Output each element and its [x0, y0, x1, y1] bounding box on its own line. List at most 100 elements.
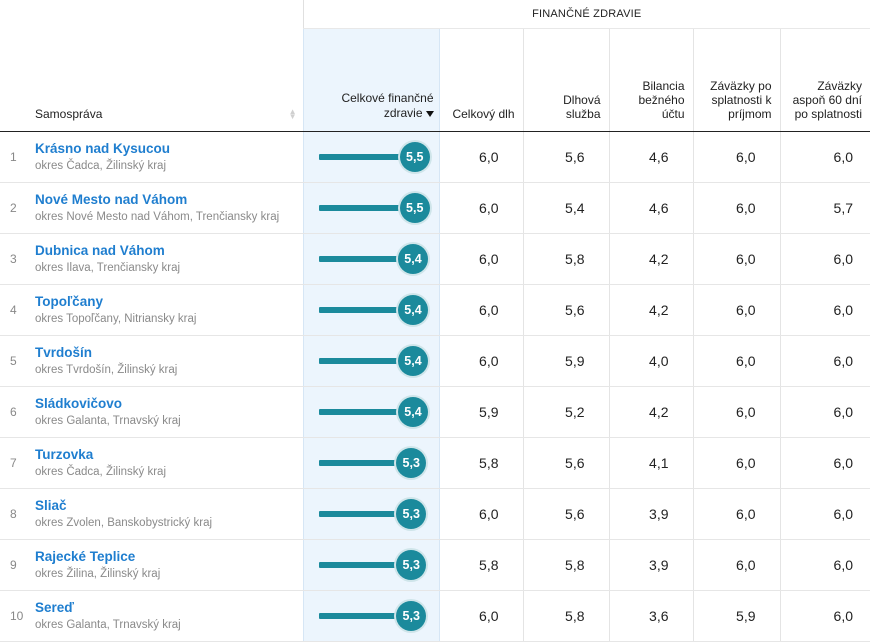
- column-header-debt-service-label: Dlhová služba: [563, 93, 601, 121]
- column-header-overdue-60-label: Záväzky aspoň 60 dní po splatnosti: [792, 79, 862, 121]
- overdue-income-cell: 6,0: [692, 131, 780, 183]
- debt-service-cell: 5,2: [522, 386, 609, 438]
- score-bubble: 5,3: [396, 499, 427, 529]
- score-cell: 5,4: [302, 335, 440, 387]
- municipality-cell: Sládkovičovo okres Galanta, Trnavský kraj: [28, 386, 303, 438]
- municipality-cell: Sereď okres Galanta, Trnavský kraj: [28, 590, 303, 642]
- rank-cell: 3: [0, 233, 28, 285]
- municipality-cell: Krásno nad Kysucou okres Čadca, Žilinský …: [28, 131, 303, 183]
- region-label: okres Topoľčany, Nitriansky kraj: [35, 313, 197, 325]
- rank-cell: 2: [0, 182, 28, 234]
- column-header-debt[interactable]: Celkový dlh: [438, 28, 523, 132]
- score-bubble: 5,3: [396, 448, 427, 478]
- score-bar-fill: [318, 511, 412, 517]
- table-row[interactable]: 8 Sliač okres Zvolen, Banskobystrický kraj…: [0, 488, 870, 540]
- header-row: Samospráva ▲ ▼ Celkové finančné zdravie C…: [0, 28, 870, 132]
- column-header-overdue-income[interactable]: Záväzky po splatnosti k príjmom: [692, 28, 780, 132]
- overdue-60-cell: 6,0: [779, 437, 870, 489]
- overdue-income-cell: 5,9: [692, 590, 780, 642]
- score-bubble: 5,5: [399, 193, 430, 223]
- region-label: okres Galanta, Trnavský kraj: [35, 619, 181, 631]
- region-label: okres Ilava, Trenčiansky kraj: [35, 262, 181, 274]
- column-header-debt-service[interactable]: Dlhová služba: [522, 28, 609, 132]
- overdue-income-cell: 6,0: [692, 284, 780, 336]
- municipality-link[interactable]: Rajecké Teplice: [35, 549, 136, 564]
- column-header-overdue-60[interactable]: Záväzky aspoň 60 dní po splatnosti: [779, 28, 870, 132]
- score-cell: 5,5: [302, 182, 440, 234]
- score-bar-fill: [318, 562, 412, 568]
- balance-cell: 4,6: [608, 131, 693, 183]
- balance-cell: 4,2: [608, 233, 693, 285]
- score-cell: 5,4: [302, 233, 440, 285]
- rank-cell: 1: [0, 131, 28, 183]
- table-row[interactable]: 10 Sereď okres Galanta, Trnavský kraj 5,3 6,…: [0, 590, 870, 642]
- municipality-cell: Topoľčany okres Topoľčany, Nitriansky kra…: [28, 284, 303, 336]
- debt-service-cell: 5,8: [522, 539, 609, 591]
- overdue-income-cell: 6,0: [692, 437, 780, 489]
- column-header-score[interactable]: Celkové finančné zdravie: [302, 28, 440, 132]
- balance-cell: 4,1: [608, 437, 693, 489]
- balance-cell: 4,6: [608, 182, 693, 234]
- municipality-cell: Dubnica nad Váhom okres Ilava, Trenčiansk…: [28, 233, 303, 285]
- overdue-income-cell: 6,0: [692, 233, 780, 285]
- municipality-link[interactable]: Krásno nad Kysucou: [35, 141, 171, 156]
- municipality-cell: Sliač okres Zvolen, Banskobystrický kraj: [28, 488, 303, 540]
- region-label: okres Čadca, Žilinský kraj: [35, 466, 167, 478]
- debt-cell: 6,0: [438, 131, 523, 183]
- table-row[interactable]: 5 Tvrdošín okres Tvrdošín, Žilinský kraj 5,…: [0, 335, 870, 387]
- rank-cell: 7: [0, 437, 28, 489]
- municipality-cell: Nové Mesto nad Váhom okres Nové Mesto nad…: [28, 182, 303, 234]
- region-label: okres Žilina, Žilinský kraj: [35, 568, 161, 580]
- table-row[interactable]: 1 Krásno nad Kysucou okres Čadca, Žilinský…: [0, 131, 870, 183]
- debt-cell: 6,0: [438, 182, 523, 234]
- score-bubble: 5,5: [399, 142, 430, 172]
- balance-cell: 4,2: [608, 386, 693, 438]
- score-bubble: 5,4: [398, 295, 428, 325]
- debt-cell: 5,9: [438, 386, 523, 438]
- balance-cell: 3,6: [608, 590, 693, 642]
- debt-service-cell: 5,4: [522, 182, 609, 234]
- table-row[interactable]: 3 Dubnica nad Váhom okres Ilava, Trenčians…: [0, 233, 870, 285]
- score-cell: 5,3: [302, 437, 440, 489]
- table-row[interactable]: 6 Sládkovičovo okres Galanta, Trnavský kra…: [0, 386, 870, 438]
- rank-cell: 5: [0, 335, 28, 387]
- municipality-link[interactable]: Sládkovičovo: [35, 396, 123, 411]
- debt-cell: 6,0: [438, 488, 523, 540]
- debt-cell: 5,8: [438, 539, 523, 591]
- municipality-cell: Rajecké Teplice okres Žilina, Žilinský kr…: [28, 539, 303, 591]
- overdue-income-cell: 6,0: [692, 488, 780, 540]
- table-row[interactable]: 4 Topoľčany okres Topoľčany, Nitriansky kr…: [0, 284, 870, 336]
- table-row[interactable]: 2 Nové Mesto nad Váhom okres Nové Mesto na…: [0, 182, 870, 234]
- column-header-debt-label: Celkový dlh: [452, 107, 515, 121]
- municipality-cell: Turzovka okres Čadca, Žilinský kraj: [28, 437, 303, 489]
- sort-arrows-icon: ▲ ▼: [288, 107, 297, 121]
- column-header-balance[interactable]: Bilancia bežného účtu: [608, 28, 693, 132]
- score-bar-fill: [318, 409, 413, 415]
- column-header-name-label: Samospráva: [35, 107, 103, 121]
- column-header-overdue-income-label: Záväzky po splatnosti k príjmom: [710, 79, 772, 121]
- rank-cell: 9: [0, 539, 28, 591]
- municipality-link[interactable]: Sereď: [35, 600, 74, 615]
- municipality-link[interactable]: Nové Mesto nad Váhom: [35, 192, 188, 207]
- column-header-name[interactable]: Samospráva ▲ ▼: [28, 28, 303, 132]
- municipality-cell: Tvrdošín okres Tvrdošín, Žilinský kraj: [28, 335, 303, 387]
- table-row[interactable]: 9 Rajecké Teplice okres Žilina, Žilinský k…: [0, 539, 870, 591]
- table-row[interactable]: 7 Turzovka okres Čadca, Žilinský kraj 5,3 5,…: [0, 437, 870, 489]
- region-label: okres Galanta, Trnavský kraj: [35, 415, 181, 427]
- score-bubble: 5,3: [396, 550, 427, 580]
- municipality-link[interactable]: Topoľčany: [35, 294, 103, 309]
- debt-service-cell: 5,6: [522, 437, 609, 489]
- municipality-link[interactable]: Turzovka: [35, 447, 94, 462]
- overdue-60-cell: 5,7: [779, 182, 870, 234]
- score-cell: 5,3: [302, 488, 440, 540]
- sort-desc-icon: [425, 110, 434, 117]
- overdue-60-cell: 6,0: [779, 488, 870, 540]
- municipality-link[interactable]: Sliač: [35, 498, 67, 513]
- score-bubble: 5,4: [398, 244, 428, 274]
- debt-cell: 6,0: [438, 590, 523, 642]
- overdue-income-cell: 6,0: [692, 386, 780, 438]
- municipality-link[interactable]: Dubnica nad Váhom: [35, 243, 165, 258]
- score-cell: 5,4: [302, 284, 440, 336]
- municipality-link[interactable]: Tvrdošín: [35, 345, 93, 360]
- overdue-60-cell: 6,0: [779, 386, 870, 438]
